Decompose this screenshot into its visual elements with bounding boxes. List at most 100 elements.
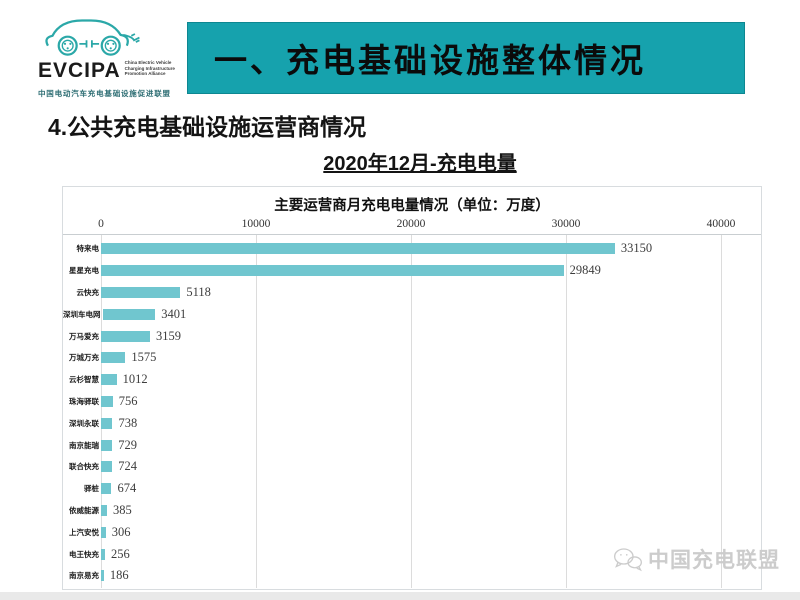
gridline	[411, 235, 412, 588]
bar-label: 珠海驿联	[69, 396, 99, 406]
bar-value: 33150	[620, 241, 653, 256]
bar-label: 南京能瑞	[69, 440, 99, 450]
bar-label: 南京易充	[69, 571, 99, 581]
bar-zone: 674	[101, 481, 721, 496]
bar-label: 云杉智慧	[69, 375, 99, 385]
chart-x-axis: 0 10000 20000 30000 40000	[63, 217, 761, 235]
bar-value: 724	[118, 459, 137, 474]
page-bottom-strip	[0, 592, 800, 600]
wechat-icon	[614, 548, 642, 572]
x-axis-tick: 20000	[396, 218, 426, 230]
slide-title-banner: 一、充电基础设施整体情况	[187, 22, 745, 94]
bar-zone: 1012	[101, 372, 721, 387]
bar-value: 186	[109, 568, 129, 583]
bar-label: 驿桩	[84, 484, 99, 494]
bar	[101, 265, 564, 277]
bar-label: 云快充	[76, 287, 100, 297]
x-axis-tick: 40000	[706, 218, 736, 230]
chart-row: 驿桩 674	[63, 478, 761, 500]
bar-value: 256	[110, 546, 130, 561]
chart-row: 联合快充 724	[63, 456, 761, 478]
bar-value: 5118	[186, 284, 211, 299]
chart-row: 万马爱充 3159	[63, 325, 761, 347]
bar	[101, 526, 106, 538]
logo-subtext-cn: 中国电动汽车充电基础设施促进联盟	[38, 89, 171, 98]
chart-row: 南京易充 186	[63, 565, 761, 587]
bar-zone: 186	[101, 568, 721, 583]
bar-zone: 306	[101, 525, 721, 540]
chart-title: 主要运营商月充电电量情况（单位：万度）	[274, 198, 550, 214]
chart-row: 上汽安悦 306	[63, 521, 761, 543]
bar-zone: 756	[101, 394, 721, 409]
bar-value: 729	[118, 437, 138, 452]
bar	[101, 504, 107, 516]
bar	[101, 570, 104, 582]
bar	[101, 395, 113, 407]
bar	[102, 308, 156, 320]
bar-value: 385	[112, 502, 132, 517]
logo-subtext-en: China Electric Vehicle Charging Infrastr…	[124, 60, 175, 77]
bar	[101, 374, 117, 386]
bar	[101, 461, 113, 473]
bar	[101, 352, 126, 364]
section-heading: 4.公共充电基础设施运营商情况	[48, 114, 367, 140]
bar-label: 深圳永联	[69, 418, 99, 428]
x-axis-tick: 10000	[241, 218, 271, 230]
bar-value: 3159	[155, 328, 181, 343]
logo-acronym: EVCIPA	[38, 59, 121, 82]
bar-zone: 5118	[101, 285, 721, 300]
bar-label: 深圳车电网	[63, 309, 101, 319]
slide-title: 一、充电基础设施整体情况	[214, 42, 646, 79]
bar-chart: 主要运营商月充电电量情况（单位：万度） 0 10000 20000 30000 4000…	[62, 186, 762, 590]
bar-zone: 385	[101, 503, 721, 518]
bar-label: 依威能源	[69, 505, 99, 515]
chart-row: 深圳车电网 3401	[63, 303, 761, 325]
bar-value: 674	[117, 481, 137, 496]
bar-zone: 729	[101, 438, 721, 453]
bar-label: 星星充电	[69, 266, 99, 276]
chart-row: 万城万充 1575	[63, 347, 761, 369]
bar-value: 3401	[161, 306, 187, 321]
x-axis-tick: 0	[98, 218, 104, 230]
bar-zone: 738	[101, 416, 721, 431]
chart-row: 南京能瑞 729	[63, 434, 761, 456]
bar-value: 306	[111, 524, 131, 539]
bar-zone: 3401	[102, 306, 723, 322]
bar-zone: 1575	[101, 350, 721, 365]
bar-value: 738	[118, 415, 138, 430]
bar-label: 万城万充	[69, 353, 99, 363]
bar	[101, 548, 105, 560]
chart-period-subtitle: 2020年12月-充电电量	[323, 153, 517, 175]
bar	[101, 286, 181, 298]
bar-zone: 33150	[101, 241, 721, 256]
bar	[101, 483, 112, 495]
chart-row: 特来电 33150	[63, 238, 761, 260]
chart-row: 星星充电 29849	[63, 260, 761, 282]
bar-label: 万马爱充	[69, 331, 99, 341]
bar-value: 756	[118, 393, 138, 408]
bar	[101, 330, 150, 342]
chart-row: 云杉智慧 1012	[63, 369, 761, 391]
bar-value: 1012	[122, 372, 148, 387]
x-axis-tick: 30000	[551, 218, 581, 230]
bar-value: 29849	[569, 263, 601, 278]
bar	[101, 243, 615, 255]
bar-zone: 29849	[101, 263, 721, 278]
chart-row: 电王快充 256	[63, 543, 761, 565]
bar-label: 特来电	[76, 244, 100, 254]
gridline	[566, 235, 567, 588]
watermark-label: 中国充电联盟	[648, 549, 780, 572]
bar-label: 联合快充	[69, 462, 99, 472]
bar-label: 上汽安悦	[69, 527, 99, 537]
chart-row: 珠海驿联 756	[63, 391, 761, 413]
bar	[101, 417, 113, 429]
watermark: 中国充电联盟	[613, 544, 780, 574]
chart-row: 深圳永联 738	[63, 412, 761, 434]
bar	[101, 439, 113, 451]
chart-row: 云快充 5118	[63, 282, 761, 304]
bar-zone: 256	[101, 547, 721, 562]
chart-plot-area: 特来电 33150 星星充电 29849 云快充 5118 深圳车电网 3401 万马爱充 315…	[63, 235, 761, 588]
evcipa-car-icon	[45, 19, 140, 56]
gridline	[721, 235, 722, 588]
